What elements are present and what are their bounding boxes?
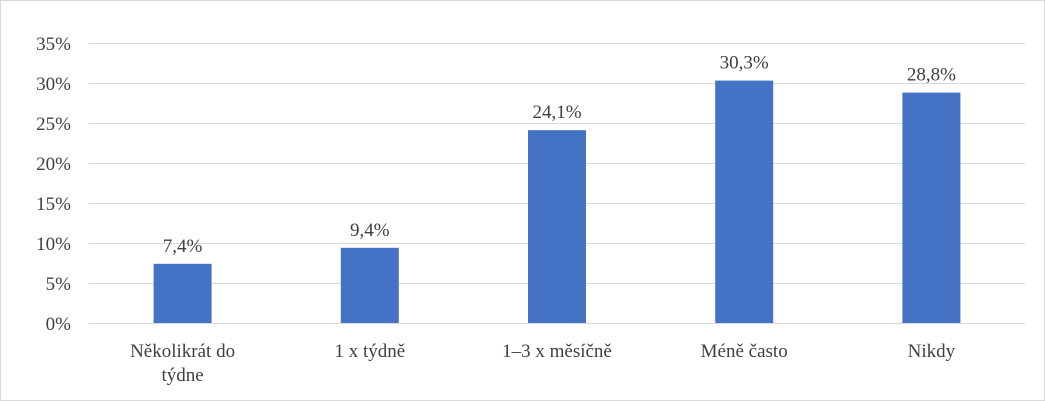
y-tick-label: 35%: [36, 34, 71, 55]
category-label: Nikdy: [908, 341, 956, 362]
y-tick-label: 5%: [46, 274, 72, 295]
bar: [153, 263, 212, 323]
bar: [715, 80, 774, 323]
category-label: týdne: [161, 365, 203, 386]
category-label: Méně často: [701, 341, 788, 362]
y-tick-label: 15%: [36, 194, 71, 215]
y-tick-label: 10%: [36, 234, 71, 255]
category-label: 1–3 x měsíčně: [502, 341, 612, 362]
bar: [340, 247, 399, 323]
y-tick-label: 25%: [36, 114, 71, 135]
category-label: Několikrát do: [130, 341, 235, 362]
category-label: 1 x týdně: [334, 341, 405, 362]
y-axis-tick-labels: 0% 5% 10% 15% 20% 25% 30% 35%: [36, 34, 71, 335]
data-label: 28,8%: [907, 65, 956, 86]
data-label: 30,3%: [720, 53, 769, 74]
y-tick-label: 30%: [36, 74, 71, 95]
data-label: 24,1%: [532, 102, 581, 123]
y-tick-label: 20%: [36, 154, 71, 175]
bar: [528, 130, 586, 323]
data-labels: 7,4% 9,4% 24,1% 30,3% 28,8%: [163, 53, 956, 257]
data-label: 9,4%: [350, 220, 390, 241]
y-tick-label: 0%: [46, 314, 72, 335]
bar: [902, 92, 961, 323]
bars: [153, 80, 961, 323]
x-axis-category-labels: Několikrát do týdne 1 x týdně 1–3 x měsíčně…: [130, 341, 956, 386]
data-label: 7,4%: [163, 236, 203, 257]
